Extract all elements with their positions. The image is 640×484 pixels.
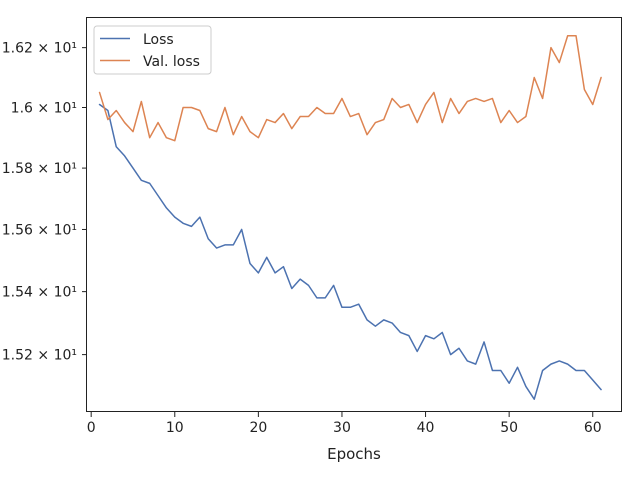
- y-tick-label: 1.54 × 10¹: [2, 285, 77, 301]
- x-tick-label: 0: [87, 420, 96, 436]
- x-tick-label: 50: [500, 420, 518, 436]
- y-tick-label: 1.52 × 10¹: [2, 348, 77, 364]
- series-layer: [98, 35, 602, 400]
- x-axis-label: Epochs: [327, 445, 381, 463]
- x-tick-label: 20: [249, 420, 267, 436]
- y-tick-label: 1.58 × 10¹: [2, 161, 77, 177]
- plot-frame: [86, 17, 622, 412]
- legend-label-val-loss: Val. loss: [143, 54, 200, 70]
- y-axis-ticks: 1.52 × 10¹ 1.54 × 10¹ 1.56 × 10¹ 1.58 × 10¹…: [2, 41, 87, 364]
- y-tick-label: 1.6 × 10¹: [11, 100, 77, 116]
- y-tick-label: 1.62 × 10¹: [2, 41, 77, 57]
- x-tick-label: 10: [166, 420, 184, 436]
- legend-label-loss: Loss: [143, 32, 174, 48]
- legend: Loss Val. loss: [93, 25, 212, 75]
- x-axis-ticks: 0 10 20 30 40 50 60: [87, 412, 602, 436]
- x-tick-label: 30: [333, 420, 351, 436]
- series-line-loss: [98, 103, 602, 400]
- x-tick-label: 60: [584, 420, 602, 436]
- series-line-val-loss: [98, 35, 602, 142]
- y-tick-label: 1.56 × 10¹: [2, 222, 77, 238]
- x-tick-label: 40: [417, 420, 435, 436]
